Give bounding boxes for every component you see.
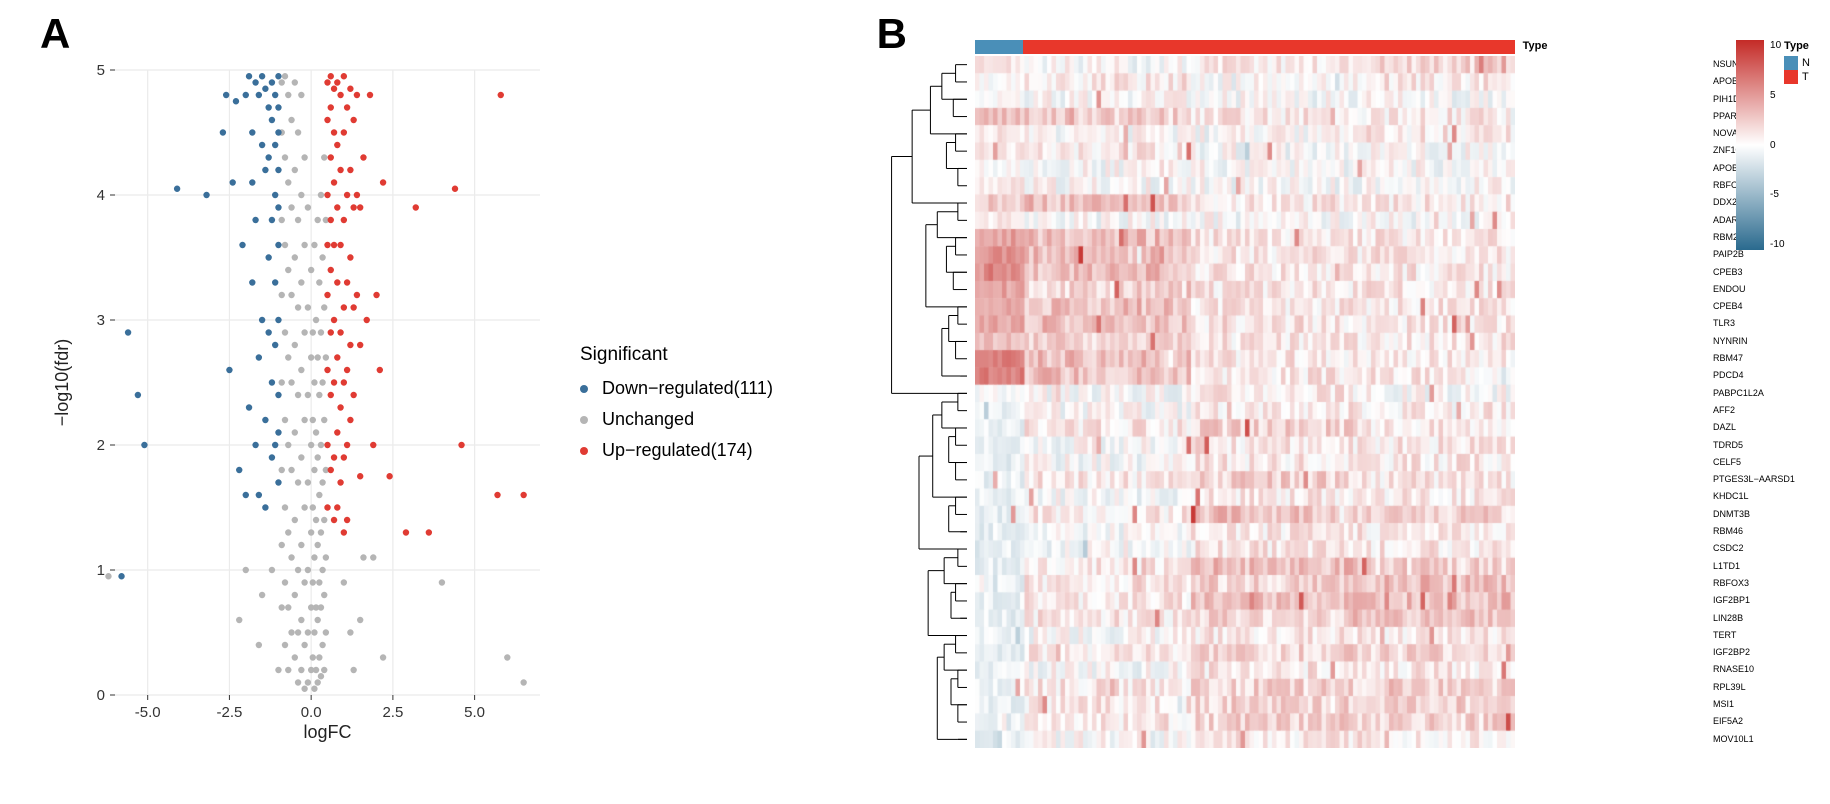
panel-a-label: A (40, 10, 70, 58)
gene-label: LIN28B (1713, 610, 1803, 627)
legend-title: Significant (580, 344, 773, 366)
svg-text:4: 4 (97, 187, 105, 204)
svg-text:2: 2 (97, 437, 105, 454)
gene-label: CPEB3 (1713, 264, 1803, 281)
legend-down: Down−regulated(111) (580, 378, 773, 399)
figure-container: A -5.0-2.50.02.55.0012345logFC−log10(fdr… (20, 20, 1810, 770)
gene-label: AFF2 (1713, 402, 1803, 419)
gene-label: DAZL (1713, 419, 1803, 436)
volcano-legend: Significant Down−regulated(111) Unchange… (580, 344, 773, 471)
colorbar: 1050-5-10 (1736, 40, 1764, 250)
gene-label: TLR3 (1713, 315, 1803, 332)
gene-label: TERT (1713, 627, 1803, 644)
panel-b-label: B (877, 10, 907, 58)
svg-text:5: 5 (97, 62, 105, 79)
type-legend-title: Type (1784, 40, 1810, 52)
svg-text:0.0: 0.0 (301, 704, 322, 721)
gene-label: NYNRIN (1713, 333, 1803, 350)
gene-label: PDCD4 (1713, 367, 1803, 384)
colorbar-tick: -10 (1770, 239, 1784, 250)
gene-label: TDRD5 (1713, 437, 1803, 454)
gene-label: PABPC1L2A (1713, 385, 1803, 402)
type-bar-label: Type (1523, 40, 1548, 52)
type-legend-label: N (1802, 57, 1810, 69)
gene-label: MOV10L1 (1713, 731, 1803, 748)
gene-label: RBM46 (1713, 523, 1803, 540)
gene-label: CELF5 (1713, 454, 1803, 471)
legend-up-label: Up−regulated(174) (602, 440, 753, 461)
row-dendrogram (887, 40, 967, 770)
type-annotation-bar (975, 40, 1515, 54)
legend-dot-down (580, 385, 588, 393)
gene-label: PTGES3L−AARSD1 (1713, 471, 1803, 488)
legend-unchanged: Unchanged (580, 409, 773, 430)
gene-label: DNMT3B (1713, 506, 1803, 523)
type-legend-label: T (1802, 71, 1809, 83)
colorbar-tick: 10 (1770, 40, 1784, 51)
legend-dot-up (580, 447, 588, 455)
legend-dot-unchanged (580, 416, 588, 424)
legend-unchanged-label: Unchanged (602, 409, 694, 430)
gene-label: IGF2BP2 (1713, 644, 1803, 661)
svg-text:−log10(fdr): −log10(fdr) (52, 339, 72, 427)
panel-a: A -5.0-2.50.02.55.0012345logFC−log10(fdr… (50, 20, 797, 755)
gene-label: IGF2BP1 (1713, 592, 1803, 609)
gene-label: KHDC1L (1713, 488, 1803, 505)
panel-b: B Type NSUN7APOBEC4PIH1D2PPARGC1ANOVA1ZN… (887, 20, 1810, 770)
colorbar-tick: 0 (1770, 140, 1784, 151)
gene-label: MSI1 (1713, 696, 1803, 713)
svg-text:5.0: 5.0 (464, 704, 485, 721)
svg-text:1: 1 (97, 562, 105, 579)
heatmap-grid (975, 56, 1515, 748)
gene-label: CPEB4 (1713, 298, 1803, 315)
gene-label: ENDOU (1713, 281, 1803, 298)
gene-label: RNASE10 (1713, 661, 1803, 678)
gene-label: EIF5A2 (1713, 713, 1803, 730)
gene-label: RPL39L (1713, 679, 1803, 696)
legend-down-label: Down−regulated(111) (602, 378, 773, 399)
colorbar-tick: -5 (1770, 189, 1784, 200)
svg-text:3: 3 (97, 312, 105, 329)
heatmap-body: Type NSUN7APOBEC4PIH1D2PPARGC1ANOVA1ZNF1… (975, 40, 1708, 770)
gene-label: CSDC2 (1713, 540, 1803, 557)
svg-text:logFC: logFC (303, 722, 351, 742)
legend-up: Up−regulated(174) (580, 440, 773, 461)
svg-text:-2.5: -2.5 (216, 704, 242, 721)
svg-text:2.5: 2.5 (382, 704, 403, 721)
gene-label: RBFOX3 (1713, 575, 1803, 592)
svg-text:0: 0 (97, 687, 105, 704)
volcano-plot: -5.0 -2.5 0.0 2.5 5.0 0 1 2 3 4 5 logFC −log10(fdr) (50, 60, 550, 755)
svg-text:-5.0: -5.0 (135, 704, 161, 721)
gene-label: RBM47 (1713, 350, 1803, 367)
colorbar-tick: 5 (1770, 90, 1784, 101)
type-seg-n (975, 40, 1024, 54)
type-seg-t (1023, 40, 1514, 54)
gene-label: L1TD1 (1713, 558, 1803, 575)
